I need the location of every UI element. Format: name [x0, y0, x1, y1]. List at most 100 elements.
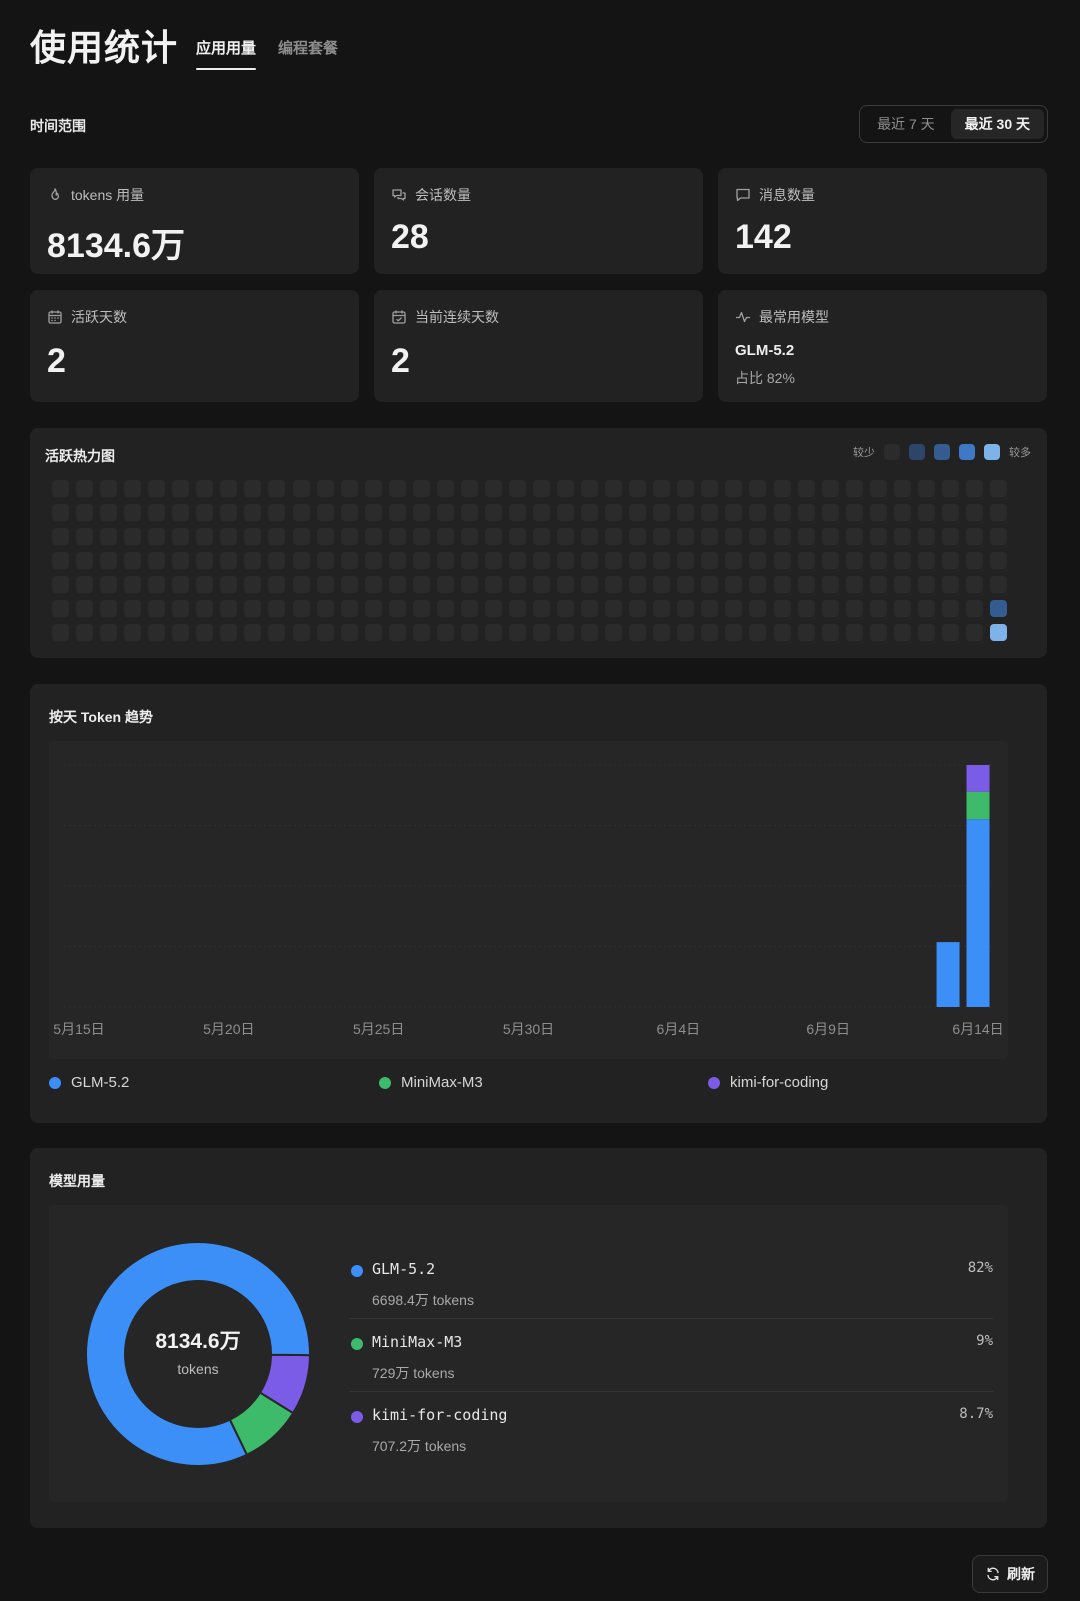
heatmap-cell: [148, 504, 166, 521]
heatmap-cell: [172, 504, 190, 521]
heatmap-cell: [340, 576, 358, 593]
heatmap-cell: [460, 600, 478, 617]
heatmap-scale-level-0: [884, 444, 900, 460]
heatmap-cell: [797, 552, 815, 569]
heatmap-cell: [797, 480, 815, 497]
donut-chart: [85, 1241, 312, 1467]
heatmap-cell: [484, 624, 502, 641]
heatmap-cell: [557, 552, 575, 569]
messages-value: 142: [735, 218, 792, 256]
sessions-label: 会话数量: [415, 187, 471, 203]
heatmap-cell: [220, 624, 238, 641]
donut-slice-GLM-5.2[interactable]: [85, 1241, 311, 1467]
heatmap-cell: [701, 528, 719, 545]
bar-GLM-5.2-6月13日[interactable]: [936, 942, 960, 1007]
page-title: 使用统计: [30, 27, 179, 68]
heatmap-cell: [508, 528, 526, 545]
model-dot-minimax: [351, 1338, 363, 1350]
heatmap-cell: [533, 504, 550, 521]
heatmap-cell: [508, 504, 526, 521]
heatmap-cell: [388, 600, 406, 617]
tab-app-usage[interactable]: 应用用量: [196, 37, 257, 70]
heatmap-cell: [316, 576, 334, 593]
heatmap-cell: [412, 552, 430, 569]
heatmap-cell: [749, 600, 767, 617]
streak-card: 当前连续天数 2: [374, 290, 703, 402]
heatmap-cell: [76, 576, 94, 593]
range-30-days-button[interactable]: 最近 30 天: [950, 109, 1044, 139]
heatmap-cell: [845, 624, 863, 641]
heatmap-cell: [100, 504, 118, 521]
heatmap-cell: [941, 600, 959, 617]
calendar-icon: [48, 310, 62, 324]
heatmap-cell: [845, 504, 863, 521]
header: 使用统计 应用用量 编程套餐: [30, 22, 360, 70]
heatmap-cell: [52, 480, 69, 497]
legend-dot-glm: [49, 1076, 61, 1089]
heatmap-cell: [436, 600, 454, 617]
heatmap-cell: [605, 504, 623, 521]
heatmap-cell: [388, 624, 406, 641]
heatmap-cell: [388, 504, 406, 521]
legend-item-minimax: MiniMax-M3: [379, 1074, 483, 1091]
sessions-value: 28: [391, 218, 429, 256]
tokens-usage-label: tokens 用量: [71, 187, 145, 203]
heatmap-cell: [677, 624, 695, 641]
heatmap-cell: [76, 624, 94, 641]
heatmap-cell: [653, 480, 671, 497]
bar-kimi-for-coding-6月14日[interactable]: [966, 765, 990, 792]
heatmap-cell: [316, 504, 334, 521]
bar-GLM-5.2-6月14日[interactable]: [966, 819, 990, 1007]
heatmap-cell: [364, 552, 382, 569]
legend-item-kimi: kimi-for-coding: [708, 1074, 828, 1091]
legend-item-glm: GLM-5.2: [49, 1074, 129, 1091]
model-name-glm: GLM-5.2: [372, 1260, 436, 1278]
refresh-button[interactable]: 刷新: [972, 1555, 1048, 1593]
heatmap-cell: [773, 480, 791, 497]
heatmap-cell: [268, 504, 286, 521]
heatmap-cell: [821, 576, 839, 593]
tab-coding-plan[interactable]: 编程套餐: [278, 40, 339, 57]
heatmap-cell: [196, 480, 214, 497]
heatmap-cell: [436, 552, 454, 569]
streak-label: 当前连续天数: [415, 309, 499, 325]
heatmap-cell: [701, 600, 719, 617]
heatmap-cell: [869, 504, 887, 521]
heatmap-cell: [436, 624, 454, 641]
heatmap-cell: [869, 552, 887, 569]
heatmap-title: 活跃热力图: [45, 448, 115, 464]
model-dot-kimi: [351, 1411, 363, 1423]
heatmap-cell: [701, 576, 719, 593]
heatmap-cell: [388, 576, 406, 593]
heatmap-cell: [484, 552, 502, 569]
heatmap-scale-legend: 较少 较多: [853, 444, 1031, 460]
legend-label-kimi: kimi-for-coding: [730, 1074, 829, 1091]
heatmap-cell: [148, 600, 166, 617]
heatmap-cell: [773, 504, 791, 521]
heatmap-cell: [989, 600, 1007, 617]
heatmap-cell: [460, 528, 478, 545]
heatmap-cell: [292, 480, 310, 497]
bar-MiniMax-M3-6月14日[interactable]: [966, 791, 990, 820]
heatmap-cell: [148, 552, 166, 569]
range-7-days-button[interactable]: 最近 7 天: [877, 116, 935, 132]
heatmap-cell: [629, 552, 647, 569]
x-tick-label: 6月4日: [657, 1021, 701, 1037]
heatmap-cell: [172, 480, 190, 497]
active-days-value: 2: [47, 342, 66, 380]
heatmap-cell: [677, 552, 695, 569]
heatmap-cell: [581, 552, 599, 569]
heatmap-cell: [484, 480, 502, 497]
heatmap-cell: [821, 552, 839, 569]
active-days-label: 活跃天数: [71, 309, 127, 325]
token-trend-card: 按天 Token 趋势 5月15日 5月20日 5月25日 5月30日 6月4日 6月9日…: [30, 684, 1047, 1123]
heatmap-cell: [941, 624, 959, 641]
heatmap-cell: [773, 528, 791, 545]
heatmap-cell: [172, 576, 190, 593]
heatmap-cell: [845, 576, 863, 593]
heatmap-cell: [172, 624, 190, 641]
model-dot-glm: [351, 1265, 363, 1277]
model-name-kimi: kimi-for-coding: [372, 1406, 508, 1424]
heatmap-cell: [76, 528, 94, 545]
heatmap-cell: [917, 600, 935, 617]
